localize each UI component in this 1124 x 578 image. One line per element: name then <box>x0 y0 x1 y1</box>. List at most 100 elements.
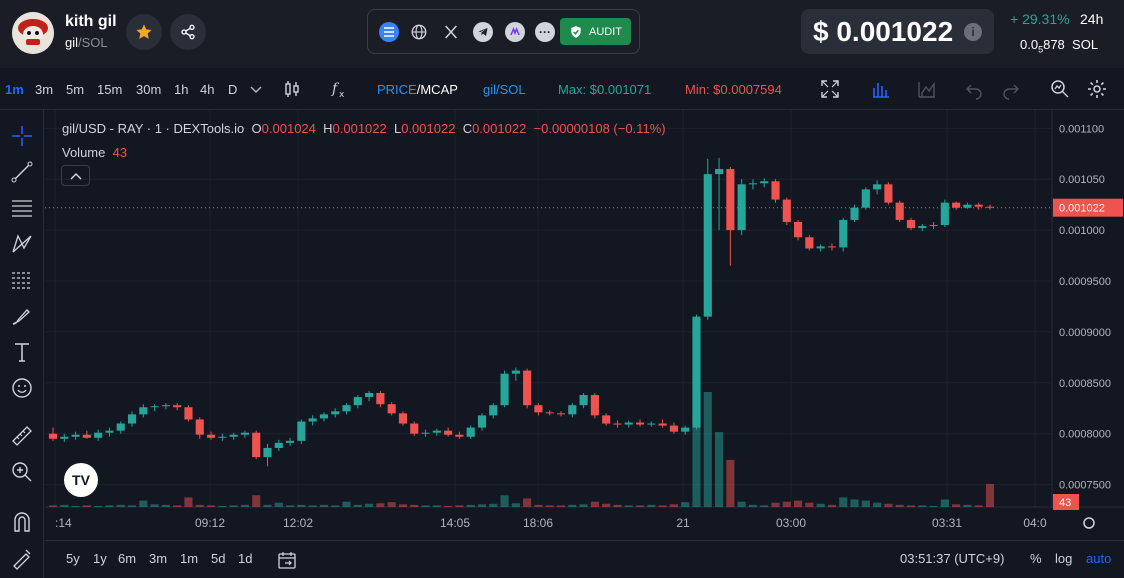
timeframe-3m[interactable]: 3m <box>35 82 54 97</box>
crosshair-icon[interactable] <box>10 124 34 148</box>
redo-icon[interactable] <box>1000 78 1022 100</box>
range-3m[interactable]: 3m <box>149 551 168 566</box>
range-5y[interactable]: 5y <box>66 551 80 566</box>
candles-icon[interactable] <box>281 78 303 100</box>
more-icon[interactable]: ··· <box>535 22 555 42</box>
x-tick-label: 14:05 <box>440 516 470 530</box>
candle-body <box>342 405 351 412</box>
pair-toggle[interactable]: gil/SOL <box>483 82 526 97</box>
social-links-bar: ··· AUDIT <box>367 9 640 54</box>
token-symbol: gil <box>65 35 79 50</box>
range-6m[interactable]: 6m <box>118 551 137 566</box>
candle-body <box>613 423 622 425</box>
text-tool-icon[interactable] <box>10 340 34 364</box>
volume-bar <box>184 497 193 507</box>
telegram-icon[interactable] <box>473 22 493 42</box>
candle-body <box>466 427 475 437</box>
pair-separator: / <box>78 35 82 50</box>
log-toggle[interactable]: log <box>1055 551 1073 566</box>
candle-body <box>647 423 656 425</box>
globe-icon[interactable] <box>409 22 429 42</box>
emoji-icon[interactable] <box>10 376 34 400</box>
settings-gear-icon[interactable] <box>1086 78 1108 100</box>
bottom-bar: 5y 1y 6m 3m 1m 5d 1d 03:51:37 (UTC+9) % … <box>45 540 1124 578</box>
trend-line-icon[interactable] <box>10 160 34 184</box>
candle-body <box>692 316 701 428</box>
candlestick-chart[interactable]: 0.001100 0.001050 0.001000 0.0009500 0.00090… <box>45 110 1124 540</box>
solana-icon[interactable] <box>379 22 399 42</box>
pattern-icon[interactable] <box>10 232 34 256</box>
auto-toggle[interactable]: auto <box>1086 551 1112 566</box>
timeframe-4h[interactable]: 4h <box>200 82 215 97</box>
share-button[interactable] <box>170 14 206 50</box>
bar-chart-icon[interactable] <box>870 78 892 100</box>
range-1m[interactable]: 1m <box>180 551 199 566</box>
search-chart-icon[interactable] <box>1049 78 1071 100</box>
dex-icon[interactable] <box>505 22 525 42</box>
volume-bar <box>952 504 961 507</box>
lock-drawing-icon[interactable] <box>10 546 34 570</box>
volume-bar <box>229 505 238 507</box>
horizontal-lines-icon[interactable] <box>10 196 34 220</box>
candle-body <box>297 421 306 441</box>
candle-body <box>850 207 859 220</box>
chevron-down-icon[interactable] <box>245 78 267 100</box>
brush-icon[interactable] <box>10 304 34 328</box>
candle-body <box>635 422 645 425</box>
timeframe-5m[interactable]: 5m <box>66 82 85 97</box>
price-chart[interactable]: 0.001100 0.001050 0.001000 0.0009500 0.00090… <box>45 110 1124 578</box>
fullscreen-icon[interactable] <box>819 78 841 100</box>
volume-bar <box>500 495 509 507</box>
candle-body <box>782 199 791 222</box>
ruler-icon[interactable] <box>10 424 34 448</box>
volume-bar <box>839 497 848 507</box>
candle-body <box>714 169 724 175</box>
ohlc-legend: gil/USD - RAY · 1 · DEXTools.io O0.00102… <box>62 121 666 136</box>
undo-icon[interactable] <box>963 78 985 100</box>
volume-bar <box>331 505 340 507</box>
x-icon[interactable] <box>441 22 461 42</box>
range-1d[interactable]: 1d <box>238 551 253 566</box>
candle-body <box>444 430 453 435</box>
candle-body <box>929 225 938 227</box>
calendar-goto-icon[interactable] <box>276 549 298 571</box>
timeframe-1m[interactable]: 1m <box>5 82 24 97</box>
volume-bar <box>816 503 825 507</box>
volume-bar <box>387 502 396 507</box>
token-header: kith gil gil/SOL ··· <box>0 0 1124 68</box>
sol-price-unit: SOL <box>1072 37 1099 52</box>
collapse-legend-button[interactable] <box>61 165 90 186</box>
zoom-in-icon[interactable] <box>10 460 34 484</box>
magnet-icon[interactable] <box>10 510 34 534</box>
candle-body <box>681 427 690 432</box>
volume-bar <box>590 501 599 507</box>
volume-bar <box>466 504 475 507</box>
area-chart-icon[interactable] <box>916 78 938 100</box>
timeframe-d[interactable]: D <box>228 82 238 97</box>
timeframe-30m[interactable]: 30m <box>136 82 162 97</box>
timeframe-15m[interactable]: 15m <box>97 82 123 97</box>
clock-time[interactable]: 03:51:37 (UTC+9) <box>900 551 1005 566</box>
candle-body <box>365 392 374 398</box>
y-tick-label: 0.0009000 <box>1059 327 1111 339</box>
price-mode-toggle[interactable]: PRICE/MCAP <box>377 82 458 97</box>
volume-bar <box>319 504 329 507</box>
range-1y[interactable]: 1y <box>93 551 107 566</box>
candle-body <box>816 246 825 249</box>
volume-bar <box>195 504 204 507</box>
timeframe-1h[interactable]: 1h <box>174 82 189 97</box>
info-icon[interactable]: i <box>964 23 982 41</box>
candle-body <box>873 184 882 190</box>
tradingview-logo[interactable]: TV <box>64 463 98 497</box>
fib-icon[interactable] <box>10 268 34 292</box>
volume-bar <box>534 504 543 507</box>
candle-body <box>184 407 193 420</box>
volume-bar <box>906 505 916 507</box>
percent-toggle[interactable]: % <box>1030 551 1042 566</box>
candle-body <box>511 370 520 374</box>
candle-body <box>794 221 803 238</box>
favorite-button[interactable] <box>126 14 162 50</box>
audit-button[interactable]: AUDIT <box>560 18 631 45</box>
range-5d[interactable]: 5d <box>211 551 226 566</box>
